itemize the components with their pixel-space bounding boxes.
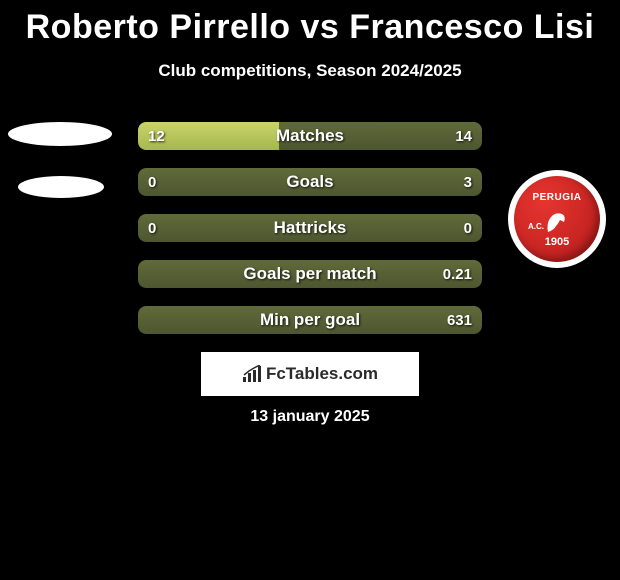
stat-label: Goals [138, 168, 482, 196]
branding-text: FcTables.com [266, 364, 378, 384]
logo-club-name: PERUGIA [514, 192, 600, 203]
left-player-placeholders [8, 122, 128, 228]
stat-label: Goals per match [138, 260, 482, 288]
stat-label: Hattricks [138, 214, 482, 242]
stat-label: Matches [138, 122, 482, 150]
stat-bar-row: 00Hattricks [138, 214, 482, 242]
stat-bars-area: 1214Matches 03Goals 00Hattricks 0.21Goals p… [138, 122, 482, 352]
page-title: Roberto Pirrello vs Francesco Lisi [0, 0, 620, 47]
stat-bar-row: 0.21Goals per match [138, 260, 482, 288]
placeholder-ellipse [8, 122, 112, 146]
branding-box: FcTables.com [201, 352, 419, 396]
logo-shield: PERUGIA A.C. 1905 [514, 176, 600, 262]
logo-year: 1905 [514, 236, 600, 248]
date-text: 13 january 2025 [0, 408, 620, 426]
placeholder-ellipse [18, 176, 104, 198]
fctables-chart-icon [242, 365, 262, 383]
stat-bar-row: 1214Matches [138, 122, 482, 150]
page-subtitle: Club competitions, Season 2024/2025 [0, 61, 620, 81]
stat-label: Min per goal [138, 306, 482, 334]
right-club-logo: PERUGIA A.C. 1905 [508, 170, 606, 268]
stat-bar-row: 03Goals [138, 168, 482, 196]
stat-bar-row: 631Min per goal [138, 306, 482, 334]
comparison-infographic: Roberto Pirrello vs Francesco Lisi Club … [0, 0, 620, 580]
